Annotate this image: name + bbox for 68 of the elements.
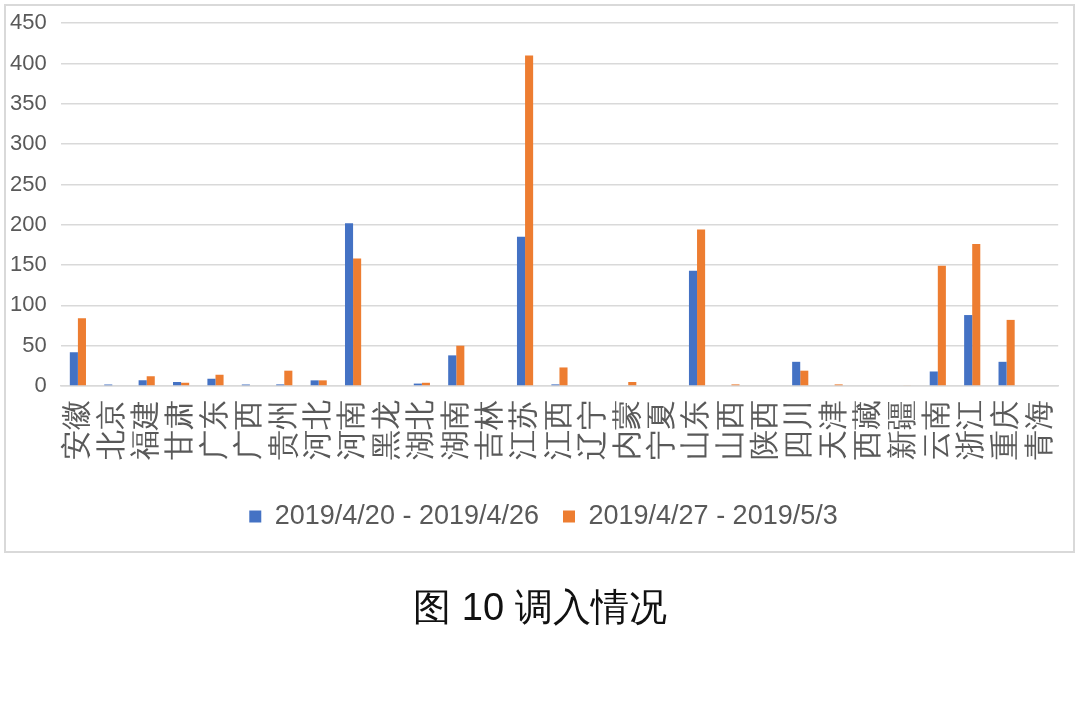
x-tick-label: 江苏 bbox=[506, 400, 540, 460]
x-tick-label: 黑龙 bbox=[368, 400, 402, 460]
x-tick-label: 湖南 bbox=[437, 400, 471, 460]
x-tick-label: 湖北 bbox=[403, 400, 437, 460]
x-tick-label: 浙江 bbox=[953, 400, 987, 460]
y-tick-label: 200 bbox=[9, 210, 47, 236]
x-tick-label: 内蒙 bbox=[609, 400, 643, 460]
y-tick-label: 300 bbox=[9, 130, 47, 156]
y-tick-label: 150 bbox=[9, 251, 47, 277]
bar bbox=[792, 361, 801, 386]
y-tick-label: 450 bbox=[9, 9, 47, 35]
bar bbox=[972, 244, 981, 386]
bar bbox=[318, 380, 327, 386]
x-tick-label: 山西 bbox=[712, 400, 746, 460]
bar bbox=[1006, 319, 1015, 386]
legend-label: 2019/4/27 - 2019/5/3 bbox=[588, 499, 838, 530]
bar bbox=[207, 378, 216, 386]
bar bbox=[998, 361, 1007, 386]
x-tick-label: 河北 bbox=[299, 400, 333, 460]
bar bbox=[929, 371, 938, 386]
bar bbox=[937, 265, 946, 386]
x-tick-label: 陕西 bbox=[747, 400, 781, 460]
bar bbox=[353, 258, 362, 386]
legend-label: 2019/4/20 - 2019/4/26 bbox=[274, 499, 540, 530]
bar bbox=[559, 367, 568, 386]
x-tick-label: 贵州 bbox=[265, 400, 299, 460]
y-tick-label: 250 bbox=[9, 170, 47, 196]
x-tick-label: 四川 bbox=[781, 400, 815, 460]
x-tick-label: 广西 bbox=[231, 400, 265, 460]
y-tick-label: 0 bbox=[34, 372, 47, 398]
bar bbox=[448, 355, 457, 386]
bar bbox=[688, 270, 698, 386]
bar bbox=[456, 345, 465, 386]
y-tick-label: 100 bbox=[9, 291, 47, 317]
x-tick-label: 北京 bbox=[93, 400, 127, 460]
y-tick-label: 350 bbox=[9, 89, 47, 115]
bar bbox=[69, 352, 78, 386]
bar bbox=[344, 223, 354, 386]
x-tick-label: 广东 bbox=[196, 400, 230, 460]
bar bbox=[697, 229, 706, 386]
y-tick-label: 400 bbox=[9, 49, 47, 75]
bar bbox=[215, 374, 224, 386]
bar bbox=[516, 236, 526, 386]
bar bbox=[77, 318, 86, 386]
bar bbox=[964, 315, 973, 386]
bar bbox=[284, 370, 293, 386]
text: 图 10 调入情况 bbox=[412, 585, 668, 630]
x-tick-label: 青海 bbox=[1022, 400, 1056, 460]
bar bbox=[310, 380, 319, 386]
x-tick-label: 宁夏 bbox=[643, 400, 677, 460]
x-tick-label: 重庆 bbox=[987, 400, 1021, 460]
x-tick-label: 河南 bbox=[334, 400, 368, 460]
x-tick-label: 福建 bbox=[127, 400, 161, 460]
x-tick-label: 新疆 bbox=[884, 400, 918, 460]
y-tick-label: 50 bbox=[22, 331, 47, 357]
x-tick-label: 天津 bbox=[815, 400, 849, 460]
x-tick-label: 安徽 bbox=[59, 400, 93, 460]
bar bbox=[146, 376, 155, 386]
x-tick-label: 辽宁 bbox=[575, 400, 609, 460]
x-tick-label: 山东 bbox=[678, 400, 712, 460]
bar bbox=[138, 380, 147, 386]
bar bbox=[525, 55, 534, 386]
x-tick-label: 西藏 bbox=[850, 400, 884, 460]
x-tick-label: 江西 bbox=[540, 400, 574, 460]
x-tick-label: 云南 bbox=[919, 400, 953, 460]
bar bbox=[800, 370, 809, 386]
x-tick-label: 吉林 bbox=[471, 400, 505, 460]
x-tick-label: 甘肃 bbox=[162, 400, 196, 460]
